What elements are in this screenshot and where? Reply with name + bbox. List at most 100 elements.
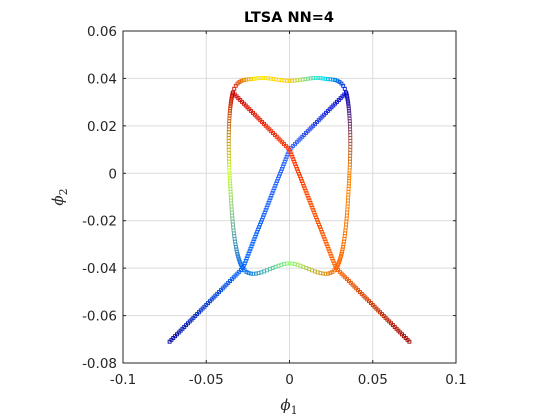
- data-point: [263, 208, 268, 213]
- data-point: [304, 191, 309, 196]
- data-point: [346, 101, 351, 106]
- x-axis-ticks: -0.1 -0.05 0 0.05 0.1: [110, 31, 467, 388]
- data-point: [270, 191, 275, 196]
- data-point: [282, 159, 287, 164]
- data-point: [251, 271, 256, 276]
- data-point: [317, 222, 321, 227]
- data-point: [243, 258, 248, 263]
- data-marks: [167, 75, 412, 344]
- data-point: [319, 229, 324, 234]
- data-point: [326, 246, 331, 251]
- data-point: [254, 232, 259, 237]
- data-point: [346, 106, 351, 111]
- data-point: [274, 181, 279, 186]
- data-point: [298, 174, 302, 179]
- data-point: [330, 256, 335, 261]
- data-point: [344, 90, 349, 95]
- data-point: [283, 157, 288, 162]
- data-point: [227, 113, 232, 118]
- y-axis-ticks: -0.08 -0.06 -0.04 -0.02 0 0.02 0.04 0.06: [82, 24, 456, 372]
- chart-title: LTSA NN=4: [244, 10, 334, 26]
- y-tick-label: 0.06: [87, 24, 117, 40]
- data-point: [333, 78, 338, 82]
- data-point: [311, 208, 316, 213]
- data-point: [289, 152, 294, 157]
- y-tick-label: 0: [108, 166, 117, 182]
- data-point: [279, 166, 284, 171]
- data-point: [254, 76, 259, 81]
- data-point: [284, 154, 289, 159]
- data-point: [251, 239, 256, 244]
- data-point: [249, 77, 254, 82]
- data-point: [331, 258, 336, 263]
- data-point: [227, 176, 232, 181]
- y-axis-label-symbol: ϕ: [49, 195, 67, 205]
- y-tick-label: 0.02: [87, 119, 117, 135]
- data-point: [237, 258, 242, 263]
- data-point: [278, 171, 282, 176]
- data-point: [252, 237, 257, 242]
- data-point: [316, 75, 321, 80]
- y-tick-label: 0.04: [87, 71, 117, 87]
- data-point: [339, 254, 343, 259]
- data-point: [311, 76, 316, 81]
- y-axis-label: ϕ2: [49, 188, 70, 205]
- data-point: [280, 164, 285, 169]
- data-point: [321, 234, 326, 239]
- data-point: [310, 205, 315, 210]
- data-point: [228, 106, 233, 111]
- data-point: [312, 210, 317, 215]
- x-tick-label: 0.05: [358, 372, 388, 388]
- y-tick-label: -0.04: [82, 261, 117, 277]
- data-point: [246, 77, 251, 82]
- data-point: [328, 251, 333, 256]
- data-point: [247, 249, 252, 254]
- data-point: [327, 249, 332, 254]
- data-point: [313, 212, 318, 217]
- data-point: [228, 104, 233, 109]
- data-point: [228, 108, 232, 113]
- data-point: [244, 256, 249, 261]
- data-point: [313, 75, 318, 80]
- data-point: [307, 198, 312, 203]
- x-tick-label: 0: [285, 372, 294, 388]
- data-point: [271, 188, 276, 193]
- data-point: [273, 183, 278, 188]
- data-point: [234, 247, 239, 252]
- data-point: [340, 249, 345, 254]
- data-point: [249, 271, 253, 276]
- data-point: [299, 179, 304, 183]
- data-point: [325, 244, 330, 249]
- data-point: [340, 247, 345, 252]
- data-point: [306, 196, 311, 200]
- data-point: [259, 217, 264, 222]
- data-point: [302, 186, 307, 191]
- data-point: [301, 183, 306, 188]
- data-point: [228, 101, 233, 106]
- data-point: [318, 76, 323, 81]
- data-point: [250, 241, 255, 246]
- data-point: [240, 266, 245, 271]
- data-point: [347, 171, 352, 176]
- data-point: [256, 76, 261, 81]
- data-point: [239, 78, 244, 83]
- data-point: [330, 77, 335, 82]
- data-point: [342, 86, 347, 91]
- data-point: [265, 203, 270, 208]
- data-point: [296, 169, 301, 174]
- data-point: [267, 198, 272, 203]
- data-point: [236, 256, 241, 261]
- data-point: [347, 111, 352, 116]
- data-point: [341, 244, 345, 249]
- data-point: [235, 252, 240, 256]
- data-point: [236, 254, 240, 259]
- data-point: [297, 171, 301, 176]
- data-point: [305, 193, 310, 198]
- data-point: [303, 188, 308, 193]
- data-point: [309, 203, 314, 208]
- data-point: [345, 97, 350, 102]
- data-point: [266, 200, 271, 205]
- data-point: [254, 271, 258, 276]
- data-point: [320, 232, 325, 237]
